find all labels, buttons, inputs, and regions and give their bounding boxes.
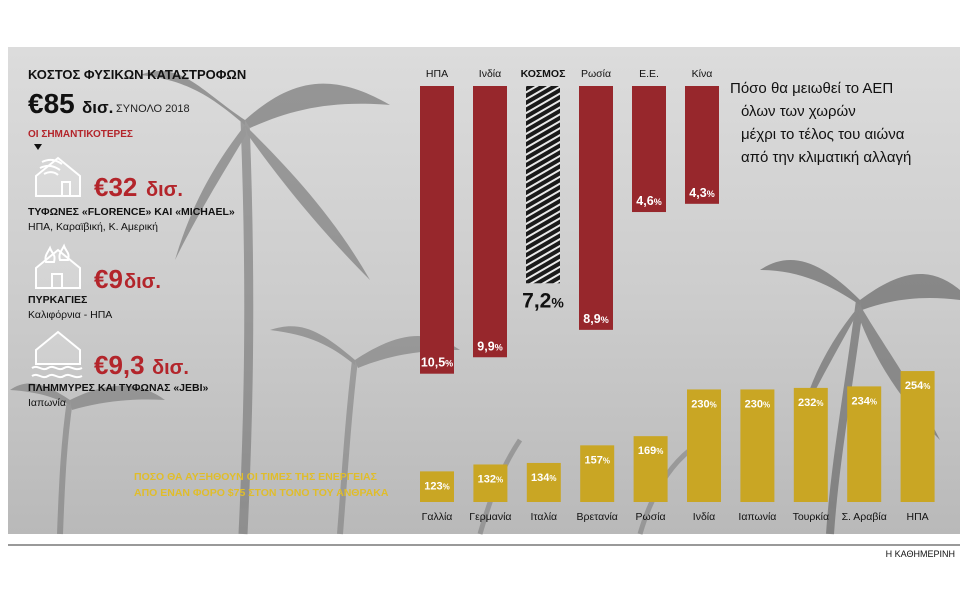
energy-category-label: Γαλλία [422, 511, 453, 523]
flood-cost-unit: δισ. [152, 357, 189, 379]
energy-price-chart: 123% Γαλλία 132% Γερμανία 134% Ιταλία 157% Βρετ… [420, 371, 935, 523]
energy-value-label: 169% [638, 445, 663, 457]
fire-cost-unit: δισ. [124, 271, 161, 293]
hurricane-place: ΗΠΑ, Καραϊβική, Κ. Αμερική [28, 221, 158, 233]
gdp-note: Πόσο θα μειωθεί το ΑΕΠ όλων των χωρών μέ… [730, 80, 911, 166]
energy-value-label: 157% [584, 454, 609, 466]
energy-category-label: Ινδία [693, 511, 715, 523]
panel-title: ΚΟΣΤΟΣ ΦΥΣΙΚΩΝ ΚΑΤΑΣΤΡΟΦΩΝ [28, 67, 246, 82]
flood-house-icon [31, 330, 83, 379]
fire-house-icon [35, 243, 81, 289]
gdp-value-label: 4,3% [689, 186, 714, 200]
energy-value-label: 254% [905, 380, 930, 392]
energy-value-label: 123% [424, 480, 449, 492]
energy-category-label: Ιταλία [530, 511, 557, 523]
gdp-value-label: 4,6% [636, 194, 661, 208]
energy-value-label: 230% [745, 398, 770, 410]
gdp-note-line-2: όλων των χωρών [741, 103, 856, 120]
energy-note-line-2: ΑΠΟ ΕΝΑΝ ΦΟΡΟ $75 ΣΤΟΝ ΤΟΝΟ ΤΟΥ ΑΝΘΡΑΚΑ [134, 487, 389, 499]
hurricane-cost-unit: δισ. [146, 179, 183, 201]
gdp-category-label: Ρωσία [581, 68, 611, 80]
gdp-category-label: Ε.Ε. [639, 68, 659, 80]
total-cost-unit: δισ. [82, 98, 113, 117]
energy-value-label: 232% [798, 397, 823, 409]
energy-category-label: Ιαπωνία [738, 511, 776, 523]
gdp-bar [579, 86, 613, 330]
energy-bar [526, 462, 561, 502]
gdp-category-label: Ινδία [479, 68, 501, 80]
hurricane-house-icon [35, 156, 81, 197]
fire-title: ΠΥΡΚΑΓΙΕΣ [28, 294, 87, 306]
energy-value-label: 234% [851, 395, 876, 407]
energy-note: ΠΟΣΟ ΘΑ ΑΥΞΗΘΟΥΝ ΟΙ ΤΙΜΕΣ ΤΗΣ ΕΝΕΡΓΕΙΑΣ … [134, 471, 389, 499]
gdp-value-label: 8,9% [583, 312, 608, 326]
gdp-value-label: 7,2% [522, 289, 564, 312]
gdp-bar [420, 86, 454, 374]
gdp-value-label: 9,9% [477, 339, 502, 353]
gdp-note-line-3: μέχρι το τέλος του αιώνα [741, 126, 905, 143]
total-cost-label: ΣΥΝΟΛΟ 2018 [116, 103, 190, 115]
energy-value-label: 134% [531, 472, 556, 484]
energy-note-line-1: ΠΟΣΟ ΘΑ ΑΥΞΗΘΟΥΝ ΟΙ ΤΙΜΕΣ ΤΗΣ ΕΝΕΡΓΕΙΑΣ [134, 471, 377, 483]
section-label: ΟΙ ΣΗΜΑΝΤΙΚΟΤΕΡΕΣ [28, 129, 133, 140]
energy-value-label: 230% [691, 398, 716, 410]
energy-bar [473, 464, 508, 502]
gdp-bar [632, 86, 666, 213]
total-cost-value: €85 [28, 88, 75, 119]
energy-bar [740, 389, 775, 502]
energy-bar [847, 386, 882, 502]
gdp-bar [473, 86, 507, 358]
gdp-loss-chart: ΗΠΑ 10,5% Ινδία 9,9% ΚΟΣΜΟΣ 7,2% Ρωσία 8,9% Ε.Ε.… [420, 68, 719, 374]
energy-bar [633, 436, 668, 502]
gdp-bar-world [526, 86, 560, 284]
hurricane-cost-value: €32 [94, 172, 137, 202]
gdp-category-label: ΚΟΣΜΟΣ [521, 68, 566, 80]
energy-bar [420, 471, 454, 502]
publisher-credit: Η ΚΑΘΗΜΕΡΙΝΗ [886, 549, 955, 559]
energy-bar [580, 445, 615, 502]
energy-category-label: ΗΠΑ [907, 511, 929, 523]
disaster-cost-panel: ΚΟΣΤΟΣ ΦΥΣΙΚΩΝ ΚΑΤΑΣΤΡΟΦΩΝ €85 δισ. ΣΥΝΟ… [28, 67, 246, 409]
gdp-note-line-4: από την κλιματική αλλαγή [741, 149, 911, 166]
energy-bar [900, 371, 935, 502]
gdp-value-label: 10,5% [421, 356, 453, 370]
fire-cost-value: €9 [94, 264, 123, 294]
energy-category-label: Βρετανία [577, 511, 618, 523]
flood-cost-value: €9,3 [94, 350, 145, 380]
hurricane-title: ΤΥΦΩΝΕΣ «FLORENCE» ΚΑΙ «MICHAEL» [28, 206, 235, 218]
gdp-note-line-1: Πόσο θα μειωθεί το ΑΕΠ [730, 80, 893, 97]
energy-category-label: Τουρκία [793, 511, 829, 523]
energy-category-label: Σ. Αραβία [842, 511, 887, 523]
section-arrow-icon [34, 144, 42, 150]
gdp-category-label: Κίνα [692, 68, 713, 80]
fire-place: Καλιφόρνια - ΗΠΑ [28, 309, 112, 321]
flood-place: Ιαπωνία [28, 397, 66, 409]
gdp-bar [685, 86, 719, 204]
energy-bar [687, 389, 721, 502]
energy-category-label: Ρωσία [636, 511, 666, 523]
gdp-category-label: ΗΠΑ [426, 68, 448, 80]
flood-title: ΠΛΗΜΜΥΡΕΣ ΚΑΙ ΤΥΦΩΝΑΣ «JEBI» [28, 382, 209, 394]
energy-value-label: 132% [478, 473, 503, 485]
energy-bar [793, 387, 828, 502]
energy-category-label: Γερμανία [469, 511, 511, 523]
